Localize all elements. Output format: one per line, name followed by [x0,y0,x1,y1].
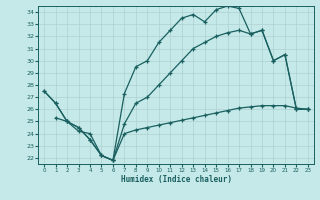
X-axis label: Humidex (Indice chaleur): Humidex (Indice chaleur) [121,175,231,184]
